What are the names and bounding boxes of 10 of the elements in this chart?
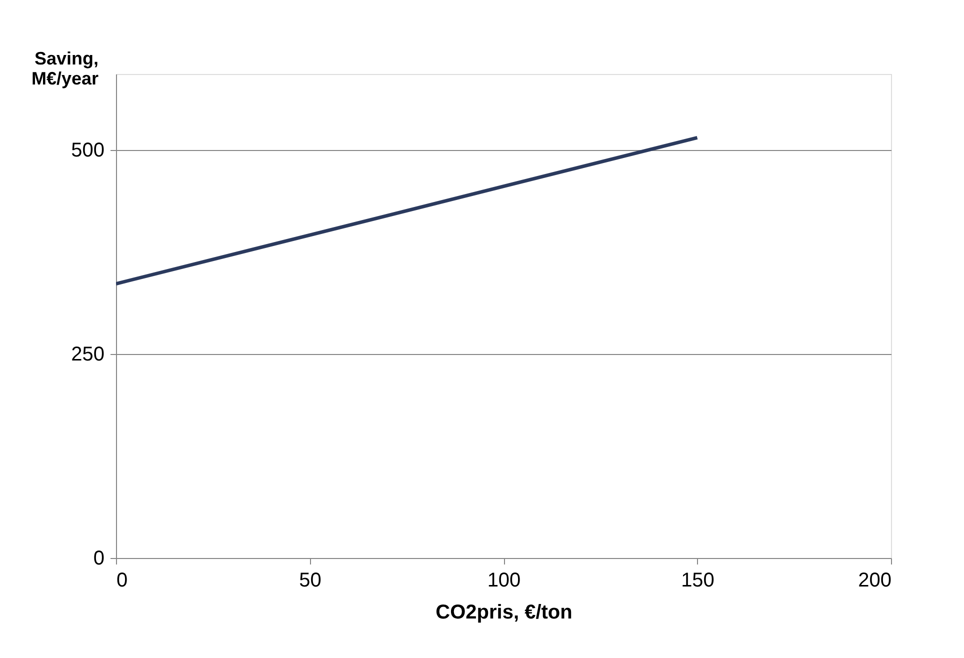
y-tick-label: 0 bbox=[93, 548, 104, 570]
x-tick-label: 50 bbox=[299, 570, 322, 592]
x-tick-label: 150 bbox=[681, 570, 714, 592]
y-tick-label: 250 bbox=[71, 343, 104, 366]
x-axis-title: CO2pris, €/ton bbox=[436, 602, 572, 624]
y-tick-label: 500 bbox=[71, 139, 104, 162]
y-axis-title: Saving, M€/year bbox=[31, 48, 98, 88]
x-tick-label: 100 bbox=[487, 570, 521, 592]
x-tick-label: 0 bbox=[116, 570, 128, 592]
x-tick-label: 200 bbox=[858, 570, 892, 592]
